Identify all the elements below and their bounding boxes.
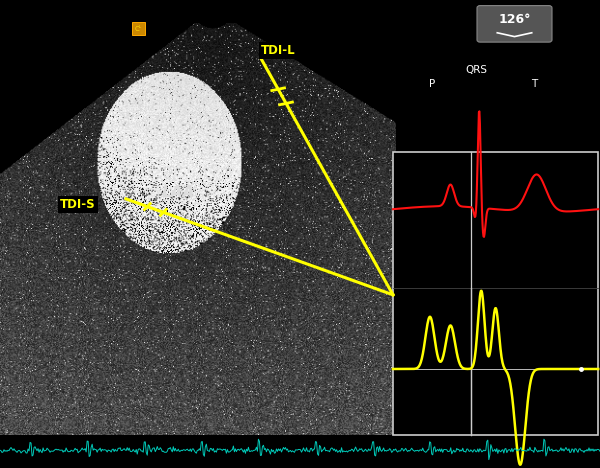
- Text: 126°: 126°: [498, 13, 531, 26]
- Bar: [132, 22, 145, 35]
- Text: LAA: LAA: [162, 184, 195, 199]
- Text: Cᴸ: Cᴸ: [135, 26, 142, 31]
- Bar: [393, 152, 598, 435]
- FancyBboxPatch shape: [477, 6, 552, 42]
- Text: T: T: [531, 79, 537, 88]
- Text: QRS: QRS: [465, 65, 487, 74]
- Text: TDI-L: TDI-L: [261, 44, 296, 57]
- Text: TDI-S: TDI-S: [60, 198, 95, 211]
- Text: P: P: [429, 79, 435, 88]
